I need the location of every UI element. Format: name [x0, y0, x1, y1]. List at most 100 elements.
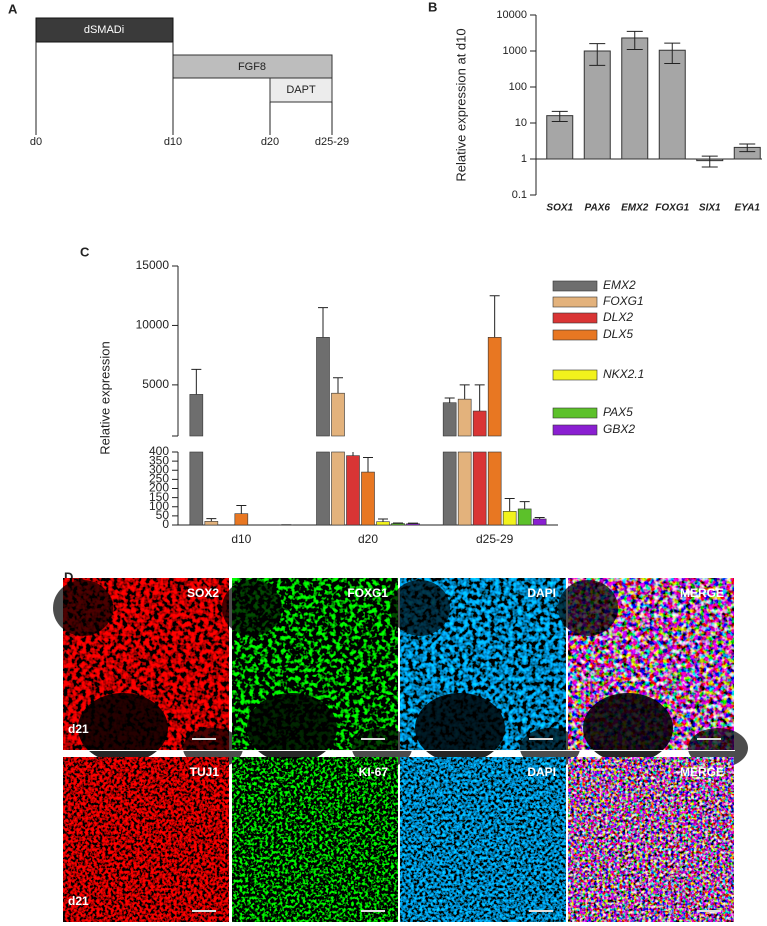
y-tick-label: 150: [149, 490, 169, 504]
cell-free-area: [222, 580, 282, 636]
panel-letter: A: [8, 1, 18, 16]
error-bar: [474, 384, 485, 412]
legend-swatch: [552, 280, 598, 292]
y-tick-label: 10: [515, 117, 527, 129]
cell-free-area: [53, 580, 113, 636]
bar: [391, 523, 405, 526]
x-tick-label: SIX1: [699, 203, 721, 214]
micrograph: [232, 757, 398, 922]
y-tick-label: 10000: [136, 318, 170, 332]
day-label: d21: [68, 722, 89, 736]
stain-label: KI-67: [359, 765, 389, 779]
x-tick-label: EMX2: [621, 203, 649, 214]
error-bar: [551, 110, 568, 123]
bar: [316, 451, 330, 526]
y-tick-label: 400: [149, 444, 169, 458]
legend-label: DLX2: [603, 310, 633, 324]
bar: [457, 398, 472, 437]
bar: [487, 451, 502, 526]
stain-label: MERGE: [680, 586, 724, 600]
bar: [658, 49, 686, 160]
phase-label: DAPT: [286, 84, 316, 96]
charts: 0.1 1 10 100 1000 10000 Relative expression at…: [97, 9, 762, 546]
error-bar: [444, 397, 455, 403]
cell-free-area: [247, 693, 337, 763]
bar: [442, 451, 457, 526]
error-bar: [363, 456, 373, 473]
y-tick-label: 100: [509, 81, 527, 93]
bar: [517, 508, 532, 526]
stain-label: SOX2: [187, 586, 219, 600]
legend-swatch: [552, 407, 598, 419]
error-bar: [191, 368, 202, 395]
day-label: d21: [68, 894, 89, 908]
x-tick-label: d10: [231, 532, 251, 546]
divider: [63, 750, 735, 751]
error-bar: [318, 307, 328, 338]
bar: [502, 511, 517, 526]
y-tick-label: 15000: [136, 258, 170, 272]
legend-label: NKX2.1: [603, 367, 644, 381]
cell-free-area: [558, 580, 618, 636]
y-tick-label: 1000: [503, 45, 527, 57]
bar: [472, 451, 487, 526]
bar: [189, 394, 204, 437]
error-bar: [489, 295, 500, 338]
bar: [234, 513, 249, 526]
y-tick-label: 0: [162, 517, 169, 531]
phase-label: dSMADi: [84, 24, 124, 36]
bar: [204, 521, 219, 526]
stain-label: FOXG1: [347, 586, 388, 600]
x-tick-label: EYA1: [735, 203, 761, 214]
cell-free-area: [390, 580, 450, 636]
y-tick-label: 350: [149, 453, 169, 467]
cell-free-area: [415, 693, 505, 763]
error-bar: [534, 517, 545, 519]
bar: [346, 455, 360, 526]
panel-letter: D: [64, 569, 73, 584]
y-tick-label: 1: [521, 153, 527, 165]
y-axis-label: Relative expression at d10: [453, 28, 468, 181]
phase-bar: [35, 17, 174, 43]
error-bar: [589, 43, 606, 66]
micrograph: [63, 757, 229, 922]
error-bar: [664, 42, 681, 64]
cell-free-area: [78, 693, 168, 763]
micrographs: SOX2 FOXG1 DAPI MERGE d21 TUJ1 KI-67 DAPI MERGE d…: [53, 578, 748, 923]
bar: [621, 37, 649, 160]
micrograph: [400, 757, 566, 922]
legend-swatch: [552, 329, 598, 341]
day-label: d0: [30, 136, 42, 148]
x-tick-label: SOX1: [546, 203, 573, 214]
y-tick-label: 10000: [496, 9, 527, 21]
micrograph: [568, 757, 734, 922]
error-bar: [459, 384, 470, 400]
phase-label: FGF8: [238, 61, 266, 73]
error-bar: [519, 501, 530, 509]
bar: [316, 337, 330, 437]
panel-letter: B: [428, 0, 437, 14]
stain-label: DAPI: [527, 586, 556, 600]
bar: [406, 523, 420, 526]
stain-label: DAPI: [527, 765, 556, 779]
day-label: d10: [164, 136, 182, 148]
legend-swatch: [552, 424, 598, 436]
legend-label: PAX5: [603, 405, 633, 419]
legend-label: FOXG1: [603, 294, 644, 308]
y-tick-label: 0.1: [512, 189, 527, 201]
x-tick-label: d20: [358, 532, 378, 546]
divider: [63, 922, 735, 923]
x-tick-label: d25-29: [476, 532, 514, 546]
bar: [583, 50, 611, 160]
panel-letter: C: [80, 244, 90, 259]
bar: [331, 451, 345, 526]
legend-label: EMX2: [603, 278, 636, 292]
bar: [376, 521, 390, 526]
phase-bar: [269, 77, 333, 103]
x-tick-label: FOXG1: [655, 203, 689, 214]
error-bar: [504, 498, 515, 512]
bar: [546, 115, 574, 160]
stain-label: MERGE: [680, 765, 724, 779]
legend-label: GBX2: [603, 422, 635, 436]
